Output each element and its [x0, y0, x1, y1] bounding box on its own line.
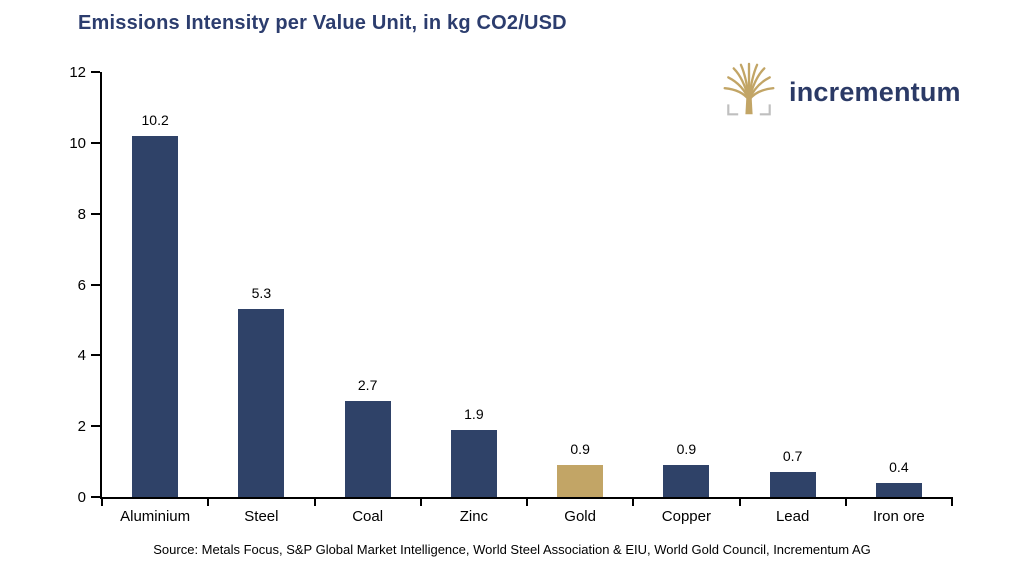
- y-tick-mark: [91, 496, 100, 498]
- bar-copper: [663, 465, 710, 497]
- bar-value-label: 0.9: [676, 441, 697, 458]
- bar-slot: 0.9 Copper: [633, 72, 739, 524]
- x-tick-mark: [526, 497, 528, 506]
- y-tick-mark: [91, 283, 100, 286]
- x-tick-mark: [313, 497, 316, 506]
- x-category-label: Copper: [661, 508, 711, 525]
- y-tick-mark: [91, 212, 100, 215]
- y-tick-label: 0: [77, 489, 86, 506]
- chart-title: Emissions Intensity per Value Unit, in k…: [78, 12, 567, 34]
- y-tick-mark: [91, 71, 100, 73]
- logo-wordmark: incrementum: [789, 77, 961, 107]
- x-category-label: Steel: [244, 508, 279, 525]
- x-tick-mark: [632, 497, 635, 506]
- y-tick-label: 8: [77, 205, 86, 223]
- x-category-label: Aluminium: [120, 508, 191, 525]
- bar-aluminium: [132, 135, 179, 497]
- bar-slot: 10.2 Aluminium: [102, 72, 208, 524]
- x-category-label: Coal: [352, 508, 384, 525]
- x-category-label: Iron ore: [873, 508, 925, 525]
- bar-value-label: 5.3: [251, 285, 272, 302]
- bar-gold: [557, 465, 604, 497]
- x-tick-mark: [419, 497, 422, 506]
- bar-slot: 5.3 Steel: [208, 72, 314, 524]
- bar-value-label: 0.9: [570, 441, 590, 458]
- bar-steel: [238, 309, 285, 497]
- y-tick-label: 12: [69, 64, 86, 81]
- bar-value-label: 1.9: [464, 405, 484, 422]
- x-tick-mark: [844, 497, 847, 506]
- y-tick-label: 10: [69, 134, 86, 152]
- x-tick-mark: [738, 497, 741, 506]
- y-tick-label: 6: [77, 276, 86, 294]
- bar-coal: [344, 401, 391, 497]
- incrementum-logo: incrementum: [722, 62, 961, 123]
- x-category-label: Lead: [775, 508, 810, 525]
- bar-chart-plot-area: 0 2 4 6 8 10 12 10.2 Aluminium 5.3 Steel 2.7 Coal 1.9…: [69, 65, 953, 524]
- bar-slot: 0.9 Gold: [527, 72, 633, 524]
- bar-slot: 1.9 Zinc: [421, 72, 527, 524]
- bar-value-label: 0.7: [782, 448, 803, 465]
- tree-icon: [722, 62, 776, 123]
- bar-lead: [769, 472, 816, 497]
- bar-value-label: 10.2: [141, 111, 169, 128]
- bar-slot: 0.4 Iron ore: [846, 72, 952, 524]
- x-category-label: Gold: [564, 508, 596, 525]
- x-tick-mark: [207, 497, 210, 506]
- y-tick-label: 2: [77, 418, 86, 436]
- source-attribution: Source: Metals Focus, S&P Global Market …: [153, 542, 871, 557]
- bar-zinc: [450, 429, 497, 497]
- y-tick-mark: [91, 354, 100, 357]
- bar-slot: 0.7 Lead: [740, 72, 846, 524]
- x-category-label: Zinc: [459, 508, 489, 525]
- y-tick-label: 4: [77, 347, 86, 365]
- y-tick-mark: [91, 141, 100, 144]
- y-tick-mark: [91, 425, 100, 428]
- bar-iron-ore: [875, 482, 922, 497]
- x-tick-mark: [951, 497, 953, 506]
- bar-value-label: 0.4: [889, 458, 909, 475]
- bar-value-label: 2.7: [357, 377, 378, 394]
- bar-slot: 2.7 Coal: [315, 72, 421, 524]
- x-tick-mark: [101, 497, 103, 506]
